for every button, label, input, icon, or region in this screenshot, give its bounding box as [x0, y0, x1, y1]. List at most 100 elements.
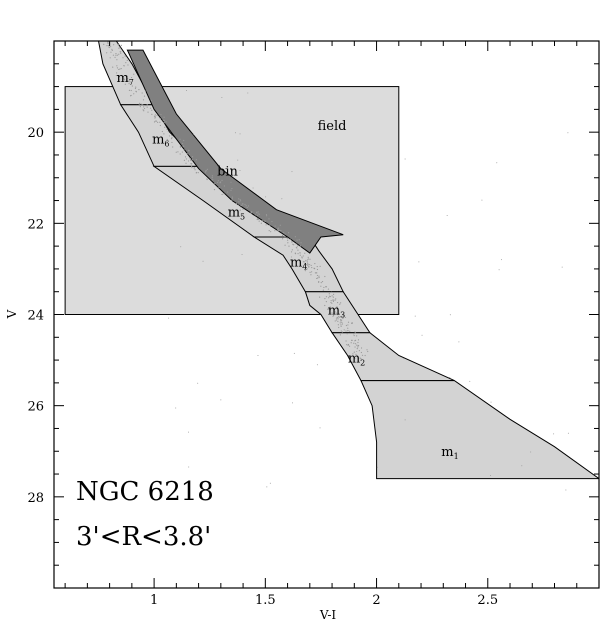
star-point — [366, 349, 368, 351]
radius-range-annotation: 3'<R<3.8' — [76, 522, 211, 552]
star-point — [314, 268, 316, 270]
star-point — [297, 253, 299, 255]
star-point — [269, 224, 271, 226]
field-star-point — [530, 451, 532, 453]
plot-content — [64, 41, 599, 491]
star-point — [296, 247, 298, 249]
star-point — [120, 44, 122, 47]
field-star-point — [225, 168, 227, 170]
star-point — [308, 266, 310, 268]
star-point — [302, 255, 304, 257]
star-point — [139, 102, 141, 104]
star-point — [318, 281, 320, 283]
star-point — [307, 264, 309, 266]
x-tick-label: 2.5 — [477, 593, 498, 608]
star-point — [143, 95, 146, 97]
star-point — [108, 46, 110, 48]
star-point — [325, 301, 327, 303]
field-star-point — [446, 215, 448, 217]
star-point — [242, 203, 244, 205]
star-point — [123, 79, 126, 81]
star-point — [307, 256, 309, 259]
star-point — [359, 357, 361, 359]
y-tick-label: 24 — [27, 309, 44, 324]
field-star-point — [266, 486, 268, 488]
y-tick-label: 26 — [27, 400, 44, 415]
star-point — [191, 156, 194, 158]
field-star-point — [498, 269, 500, 271]
star-point — [345, 330, 347, 332]
star-point — [301, 256, 303, 258]
star-point — [115, 74, 117, 77]
field-star-point — [496, 162, 498, 164]
star-point — [244, 203, 246, 206]
star-point — [325, 286, 328, 288]
star-point — [160, 113, 162, 116]
star-point — [338, 326, 340, 329]
star-point — [138, 103, 140, 105]
field-star-point — [237, 159, 239, 161]
star-point — [350, 342, 352, 344]
star-point — [355, 353, 357, 356]
star-point — [161, 130, 163, 133]
y-tick-label: 28 — [27, 491, 44, 506]
star-point — [324, 304, 326, 307]
star-point — [177, 151, 179, 153]
star-point — [310, 274, 312, 276]
field-star-point — [421, 334, 423, 336]
field-star-point — [241, 254, 243, 256]
star-point — [142, 104, 144, 106]
field-label: field — [318, 119, 347, 134]
star-point — [147, 111, 149, 113]
star-point — [221, 193, 223, 196]
star-point — [172, 146, 174, 148]
star-point — [120, 52, 122, 54]
star-point — [145, 105, 147, 107]
star-point — [284, 233, 286, 235]
star-point — [130, 95, 132, 97]
star-point — [310, 264, 312, 267]
star-point — [339, 303, 341, 305]
star-point — [339, 319, 342, 321]
star-point — [340, 319, 343, 321]
star-point — [301, 257, 303, 259]
star-point — [346, 333, 348, 335]
field-star-point — [299, 251, 301, 253]
star-point — [133, 73, 135, 75]
star-point — [230, 189, 232, 191]
star-point — [256, 218, 259, 220]
star-point — [292, 243, 294, 245]
star-point — [191, 167, 193, 169]
star-point — [288, 232, 290, 234]
star-point — [146, 106, 148, 108]
star-point — [337, 318, 339, 320]
star-point — [291, 249, 293, 251]
star-point — [260, 222, 262, 224]
star-point — [116, 54, 119, 56]
field-star-point — [565, 489, 567, 491]
star-point — [130, 76, 133, 79]
star-point — [191, 165, 193, 167]
star-point — [351, 339, 353, 341]
star-point — [356, 335, 358, 337]
star-point — [135, 86, 137, 88]
star-point — [127, 64, 129, 66]
star-point — [189, 157, 191, 160]
star-point — [331, 295, 333, 297]
star-point — [142, 99, 145, 101]
star-point — [142, 109, 144, 111]
star-point — [336, 306, 338, 308]
field-star-point — [418, 261, 420, 263]
star-point — [289, 238, 291, 240]
star-point — [295, 243, 297, 245]
star-point — [354, 346, 356, 348]
star-point — [166, 138, 168, 141]
star-point — [204, 171, 207, 173]
star-point — [353, 351, 355, 353]
star-point — [286, 237, 288, 239]
star-point — [358, 350, 360, 352]
star-point — [115, 54, 117, 56]
star-point — [332, 299, 334, 301]
star-point — [223, 193, 225, 195]
star-point — [342, 314, 345, 316]
